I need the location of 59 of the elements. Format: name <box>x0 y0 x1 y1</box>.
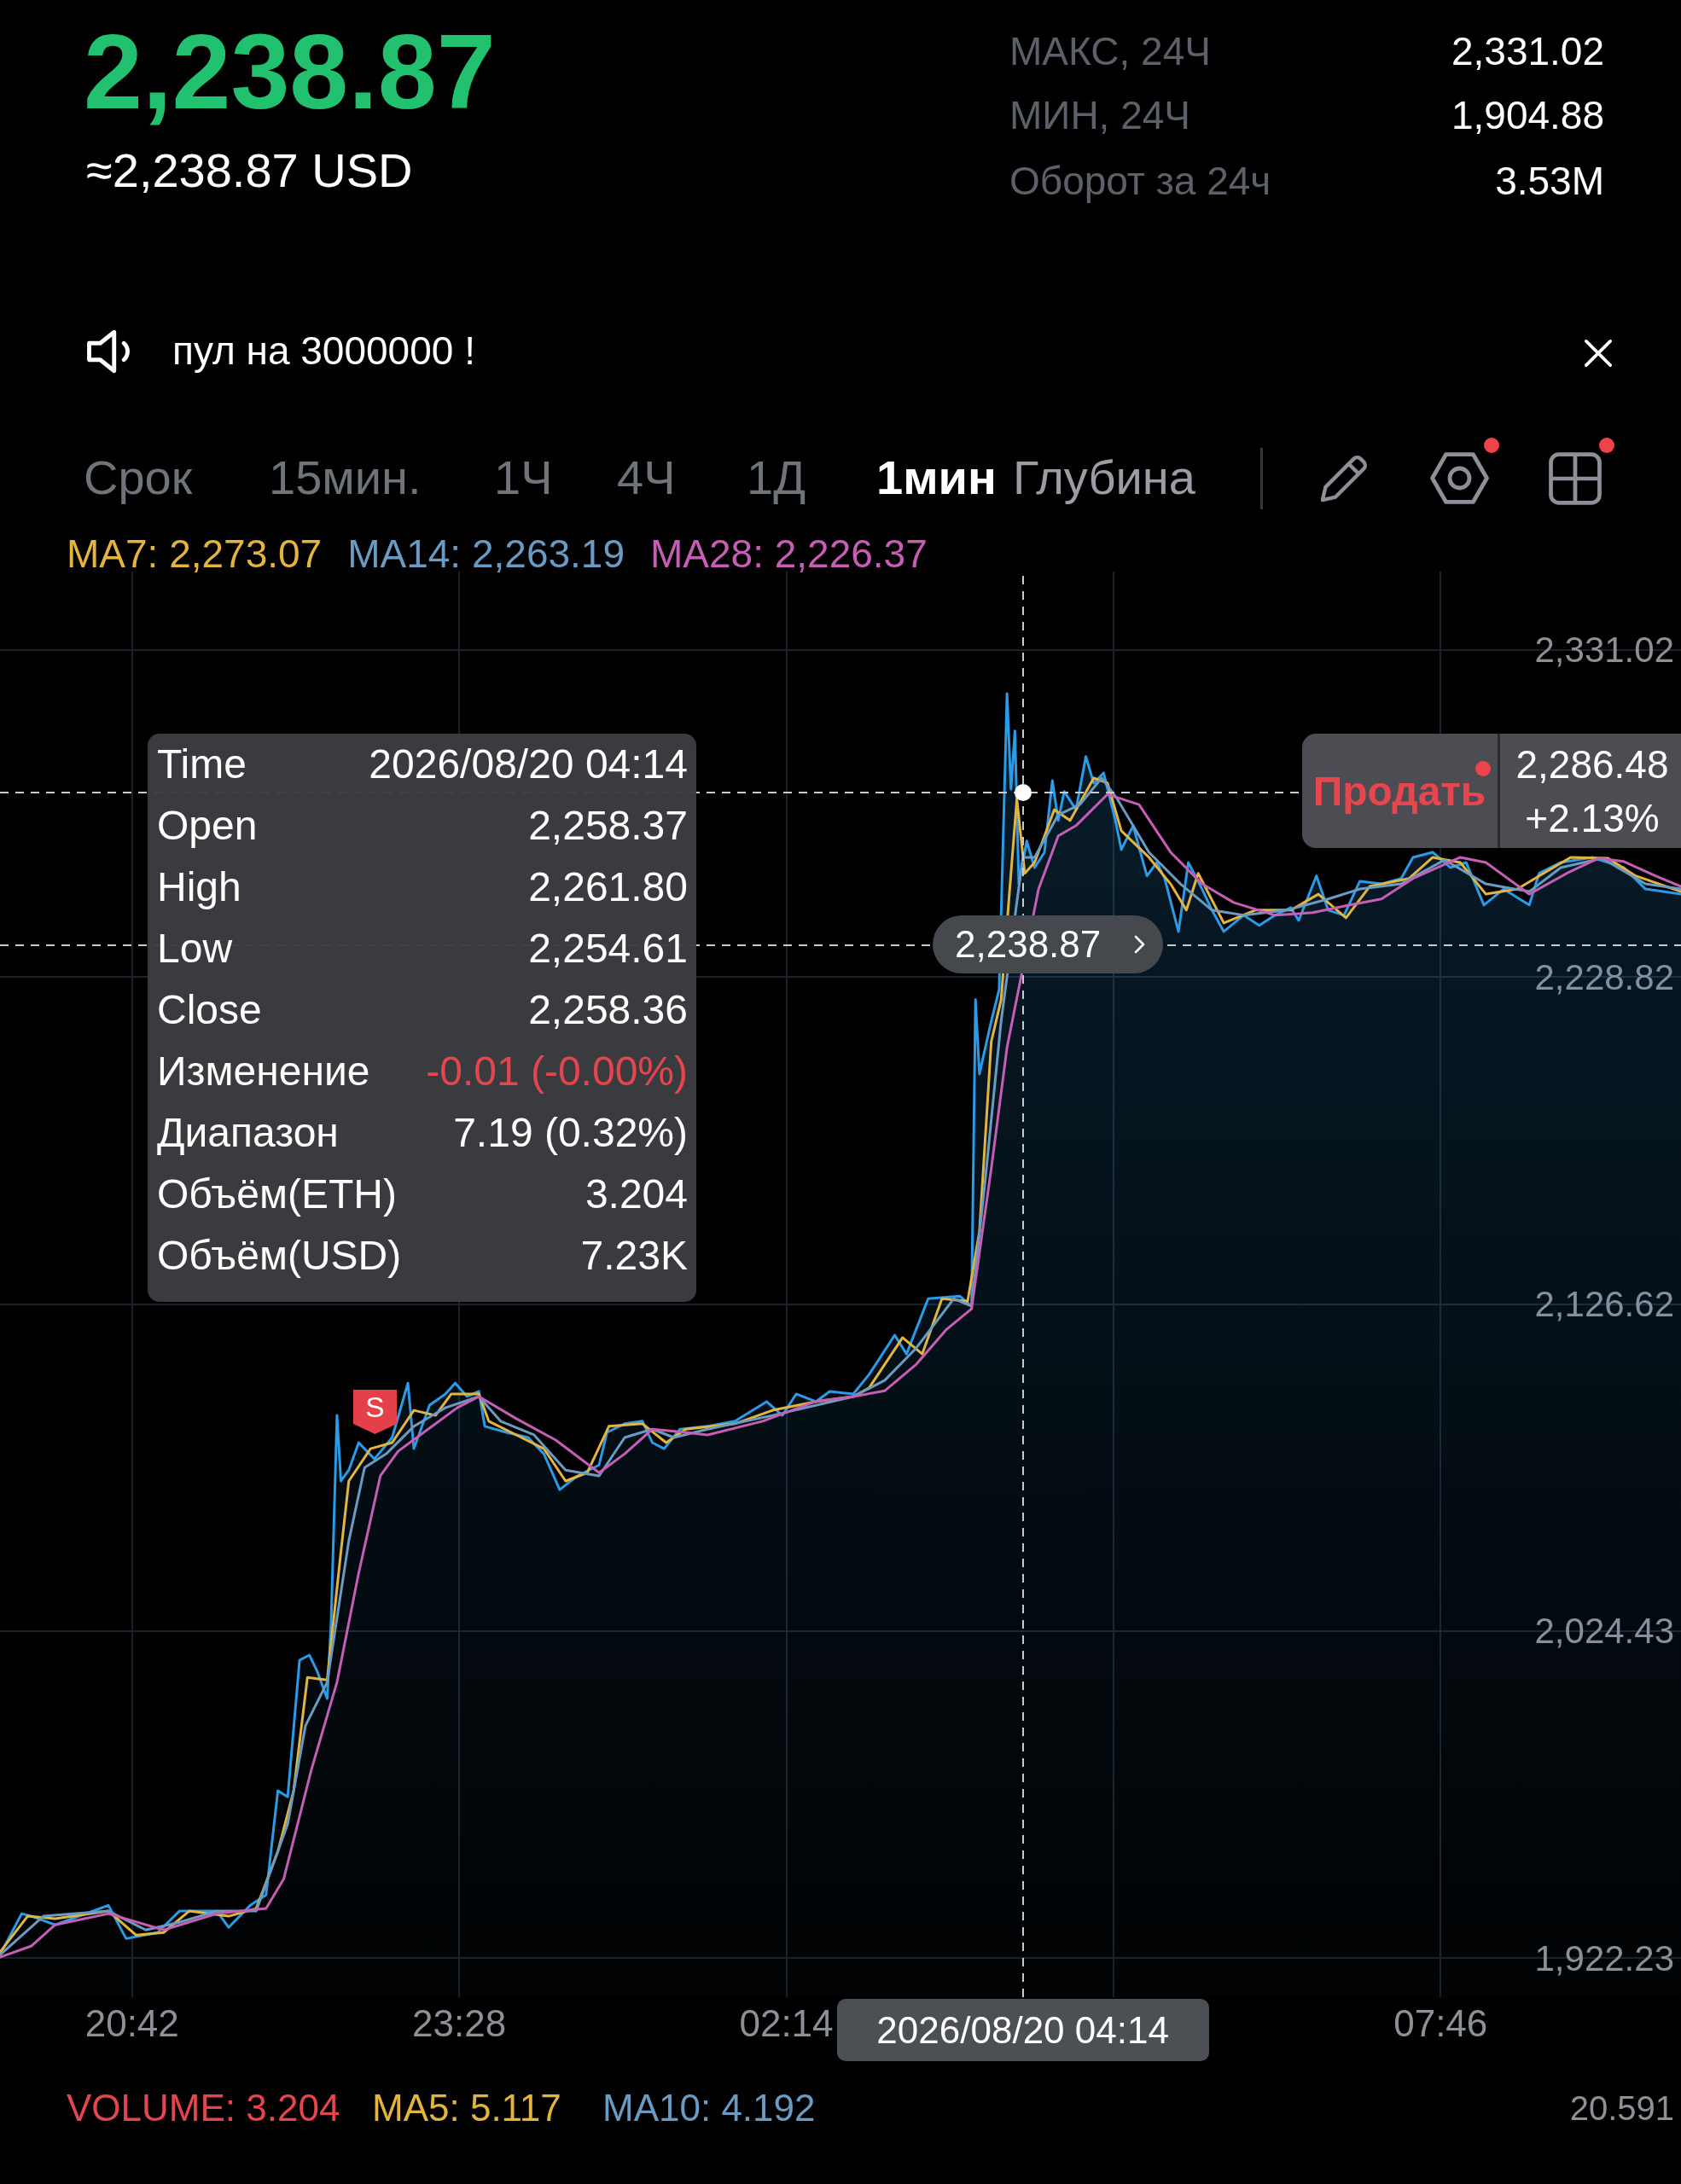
text: MA10: 4.192 <box>602 2086 816 2130</box>
annotation: -0.01 (-0.00%) <box>426 1048 688 1095</box>
annotation: Time <box>157 741 247 788</box>
annotation: 3.204 <box>585 1170 688 1218</box>
y-tick-label: 2,024.43 <box>1534 1611 1674 1652</box>
label-pill: 2,238.87 <box>933 915 1163 974</box>
annotation: 2,254.61 <box>528 925 688 973</box>
annotation: +2.13% <box>1525 795 1660 841</box>
text: MA7: 2,273.07 <box>67 531 323 577</box>
ref-line-label: 2,286.48 <box>1515 741 1669 787</box>
text: 20.591 <box>1569 2088 1674 2128</box>
text: VOLUME: 3.204 <box>67 2086 340 2130</box>
chart-subtitle: ≈2,238.87 USD <box>86 142 413 199</box>
x-tick-label: 23:28 <box>412 2001 507 2044</box>
text: 15мин. <box>269 450 422 506</box>
x-tick-label: 20:42 <box>84 2001 179 2044</box>
text: Оборот за 24ч <box>1009 158 1271 204</box>
text: Срок <box>84 450 193 506</box>
label-pill: 2026/08/20 04:14 <box>836 1999 1209 2061</box>
text: 2,331.02 <box>1451 28 1604 74</box>
ref-line-label: 2026/08/20 04:14 <box>876 2008 1169 2053</box>
annotation: Open <box>157 802 258 850</box>
text: 4Ч <box>617 450 676 506</box>
text: 1мин <box>876 450 997 506</box>
annotation: Диапазон <box>157 1109 339 1157</box>
annotation: Изменение <box>157 1048 370 1095</box>
annotation: Продать <box>1312 768 1486 816</box>
x-tick-label: 07:46 <box>1393 2001 1488 2044</box>
sell-flag: S <box>352 1390 397 1435</box>
text: 1,904.88 <box>1451 92 1604 138</box>
text: Глубина <box>1013 450 1195 506</box>
annotation: 2,261.80 <box>528 863 688 911</box>
y-tick-label: 2,126.62 <box>1534 1283 1674 1324</box>
text: MA14: 2,263.19 <box>347 531 625 577</box>
annotation: Объём(ETH) <box>157 1170 397 1218</box>
annotation: 7.19 (0.32%) <box>453 1109 688 1157</box>
chart-title: 2,238.87 <box>84 11 496 132</box>
text: 3.53M <box>1495 158 1604 204</box>
ref-line-label: 2,238.87 <box>955 923 1102 967</box>
annotation: Close <box>157 986 262 1034</box>
text: МАКС, 24Ч <box>1009 28 1211 74</box>
annotation: Объём(USD) <box>157 1232 402 1280</box>
y-tick-label: 1,922.23 <box>1534 1937 1674 1978</box>
text: 1Д <box>747 450 806 506</box>
text: MA5: 5.117 <box>372 2086 561 2130</box>
annotation: 7.23K <box>580 1232 688 1280</box>
annotation: Low <box>157 925 233 973</box>
y-tick-label: 2,331.02 <box>1534 630 1674 671</box>
text: MA28: 2,226.37 <box>650 531 928 577</box>
annotation: 2,258.36 <box>528 986 688 1034</box>
annotation: 2,258.37 <box>528 802 688 850</box>
annotation: High <box>157 863 241 911</box>
x-tick-label: 02:14 <box>739 2001 834 2044</box>
annotation: 2026/08/20 04:14 <box>369 741 688 788</box>
text: МИН, 24Ч <box>1009 92 1190 138</box>
text: пул на 3000000 ! <box>172 328 475 374</box>
text: 1Ч <box>494 450 553 506</box>
annotation: S <box>364 1391 385 1425</box>
y-tick-label: 2,228.82 <box>1534 956 1674 997</box>
